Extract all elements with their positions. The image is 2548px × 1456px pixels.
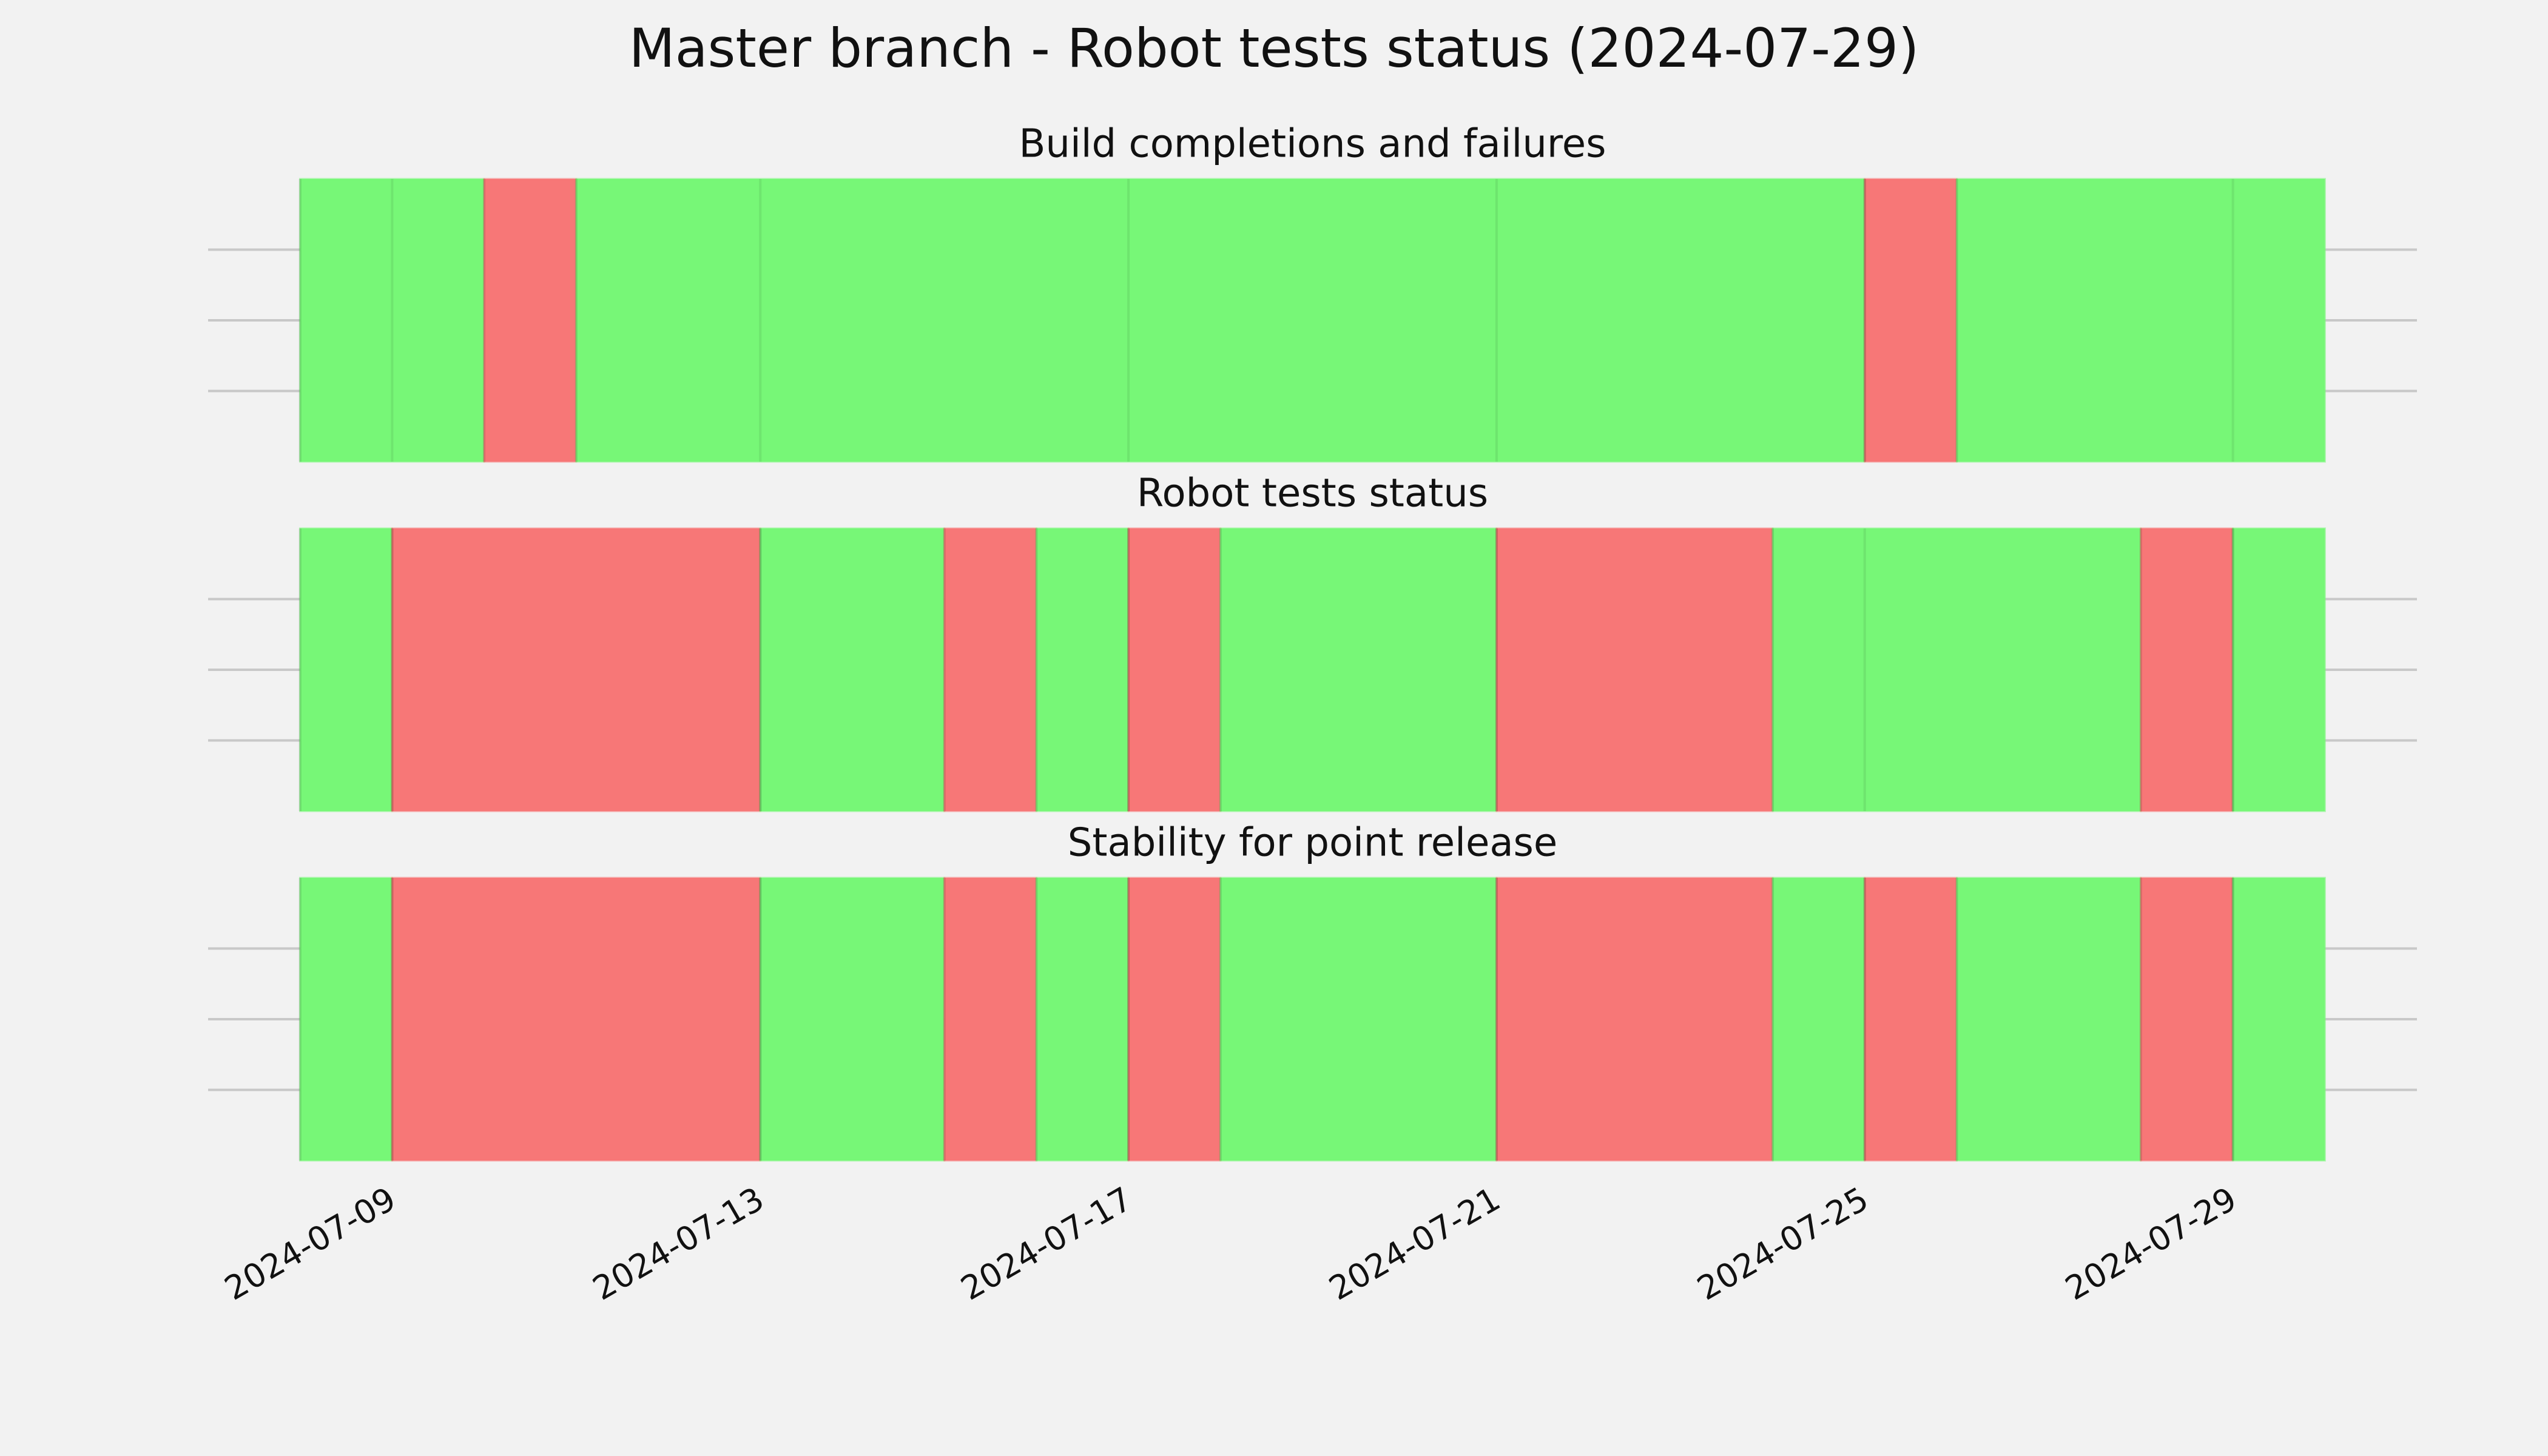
status-span <box>299 877 393 1162</box>
status-span <box>1495 527 1774 812</box>
status-span <box>1771 877 1866 1162</box>
panel-title: Build completions and failures <box>1019 122 1606 167</box>
status-span <box>299 527 393 812</box>
status-span <box>1495 877 1774 1162</box>
status-span <box>1955 877 2142 1162</box>
status-span <box>1035 527 1130 812</box>
status-span <box>391 527 761 812</box>
status-span <box>1127 527 1222 812</box>
status-span <box>2140 527 2234 812</box>
status-span <box>391 877 761 1162</box>
status-span <box>2232 877 2326 1162</box>
status-span <box>943 877 1037 1162</box>
status-span <box>1219 877 1498 1162</box>
status-span <box>299 178 485 463</box>
status-span <box>1771 527 2142 812</box>
status-span <box>2140 877 2234 1162</box>
status-span <box>943 527 1037 812</box>
status-span <box>1035 877 1130 1162</box>
status-span <box>1955 178 2326 463</box>
panel-title: Robot tests status <box>1137 471 1488 516</box>
status-span <box>2232 527 2326 812</box>
status-span <box>1219 527 1498 812</box>
status-span <box>483 178 578 463</box>
status-span <box>1864 877 1958 1162</box>
status-span <box>1864 178 1958 463</box>
status-span <box>575 178 1866 463</box>
figure-title: Master branch - Robot tests status (2024… <box>629 17 1919 79</box>
status-span <box>759 527 946 812</box>
status-span <box>759 877 946 1162</box>
panel-title: Stability for point release <box>1068 821 1558 866</box>
status-span <box>1127 877 1222 1162</box>
